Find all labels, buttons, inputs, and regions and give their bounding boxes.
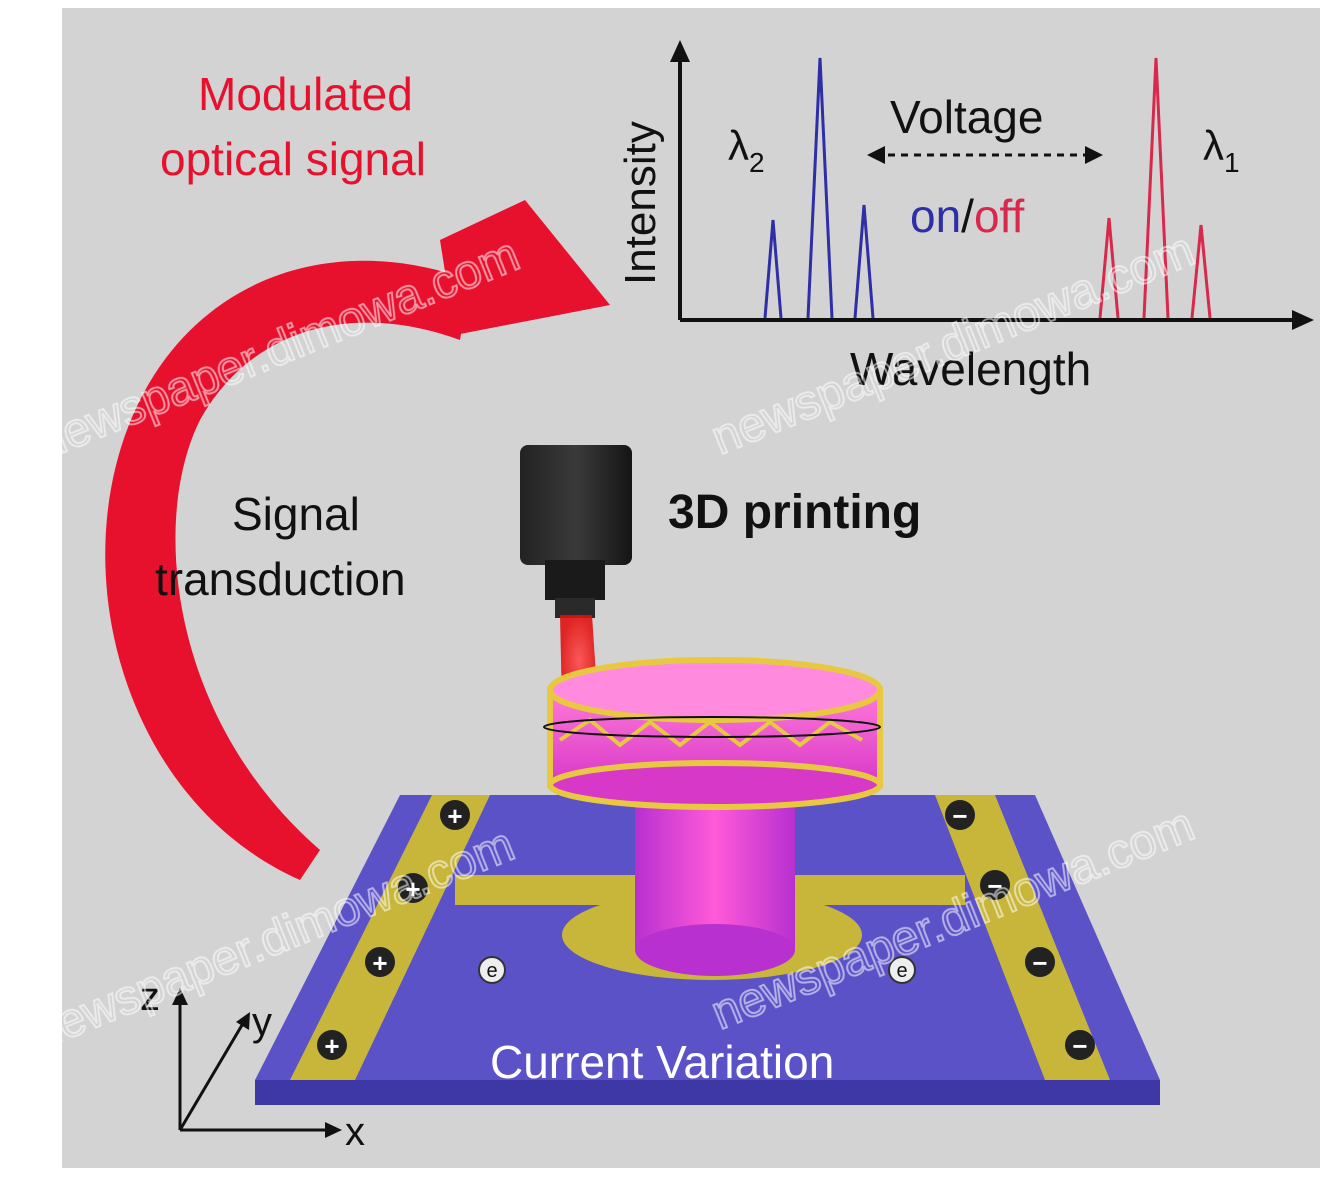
signal-label-line2: transduction — [155, 553, 406, 605]
intensity-label: Intensity — [616, 121, 665, 285]
svg-text:+: + — [324, 1031, 339, 1061]
plus-marker-4 — [317, 1030, 347, 1060]
modulated-label-line1: Modulated — [198, 68, 413, 120]
electron-right — [888, 956, 916, 984]
electrons: e e — [478, 956, 916, 984]
svg-text:+: + — [447, 801, 462, 831]
printed-structure — [543, 657, 883, 976]
negative-charges: − − − − — [945, 800, 1095, 1061]
minus-marker-3 — [1025, 947, 1055, 977]
svg-text:−: − — [987, 871, 1002, 901]
red-peak-1 — [1098, 217, 1120, 319]
blue-peak-3 — [853, 204, 875, 319]
svg-text:+: + — [405, 874, 420, 904]
minus-marker-1 — [945, 800, 975, 830]
modulated-label-line2: optical signal — [160, 133, 426, 185]
blue-peak-2 — [806, 57, 834, 319]
minus-marker-4 — [1065, 1030, 1095, 1060]
plus-marker-2 — [398, 873, 428, 903]
axis-y-label: y — [252, 1000, 272, 1044]
positive-charges: + + + + — [317, 800, 470, 1061]
svg-text:+: + — [372, 948, 387, 978]
svg-text:−: − — [952, 801, 967, 831]
red-peak-3 — [1190, 224, 1212, 319]
right-electrode — [935, 795, 1110, 1080]
axis-x-label: x — [345, 1110, 365, 1154]
plus-marker-3 — [365, 947, 395, 977]
svg-text:e: e — [896, 960, 907, 982]
plus-marker-1 — [440, 800, 470, 830]
lambda1-label: λ1 — [1203, 122, 1240, 178]
wavelength-label: Wavelength — [850, 343, 1091, 395]
lambda2-label: λ2 — [728, 122, 765, 178]
current-variation-label: Current Variation — [490, 1036, 834, 1088]
svg-text:−: − — [1072, 1031, 1087, 1061]
print-head — [520, 445, 632, 618]
printing-label: 3D printing — [668, 486, 921, 539]
voltage-label: Voltage — [890, 91, 1043, 143]
on-off-label: on/off — [910, 190, 1024, 242]
blue-peak-1 — [763, 219, 783, 319]
signal-label-line1: Signal — [232, 488, 360, 540]
left-electrode — [290, 795, 490, 1080]
axes-indicator: z y x — [140, 975, 365, 1154]
electron-left — [478, 956, 506, 984]
minus-marker-2 — [980, 870, 1010, 900]
red-peak-2 — [1142, 57, 1170, 319]
spectrum-plot: Intensity Wavelength λ2 λ1 Voltage on/of… — [616, 40, 1314, 395]
svg-text:e: e — [486, 960, 497, 982]
svg-text:−: − — [1032, 948, 1047, 978]
axis-z-label: z — [140, 975, 160, 1019]
signal-loop-arrow — [105, 200, 610, 881]
